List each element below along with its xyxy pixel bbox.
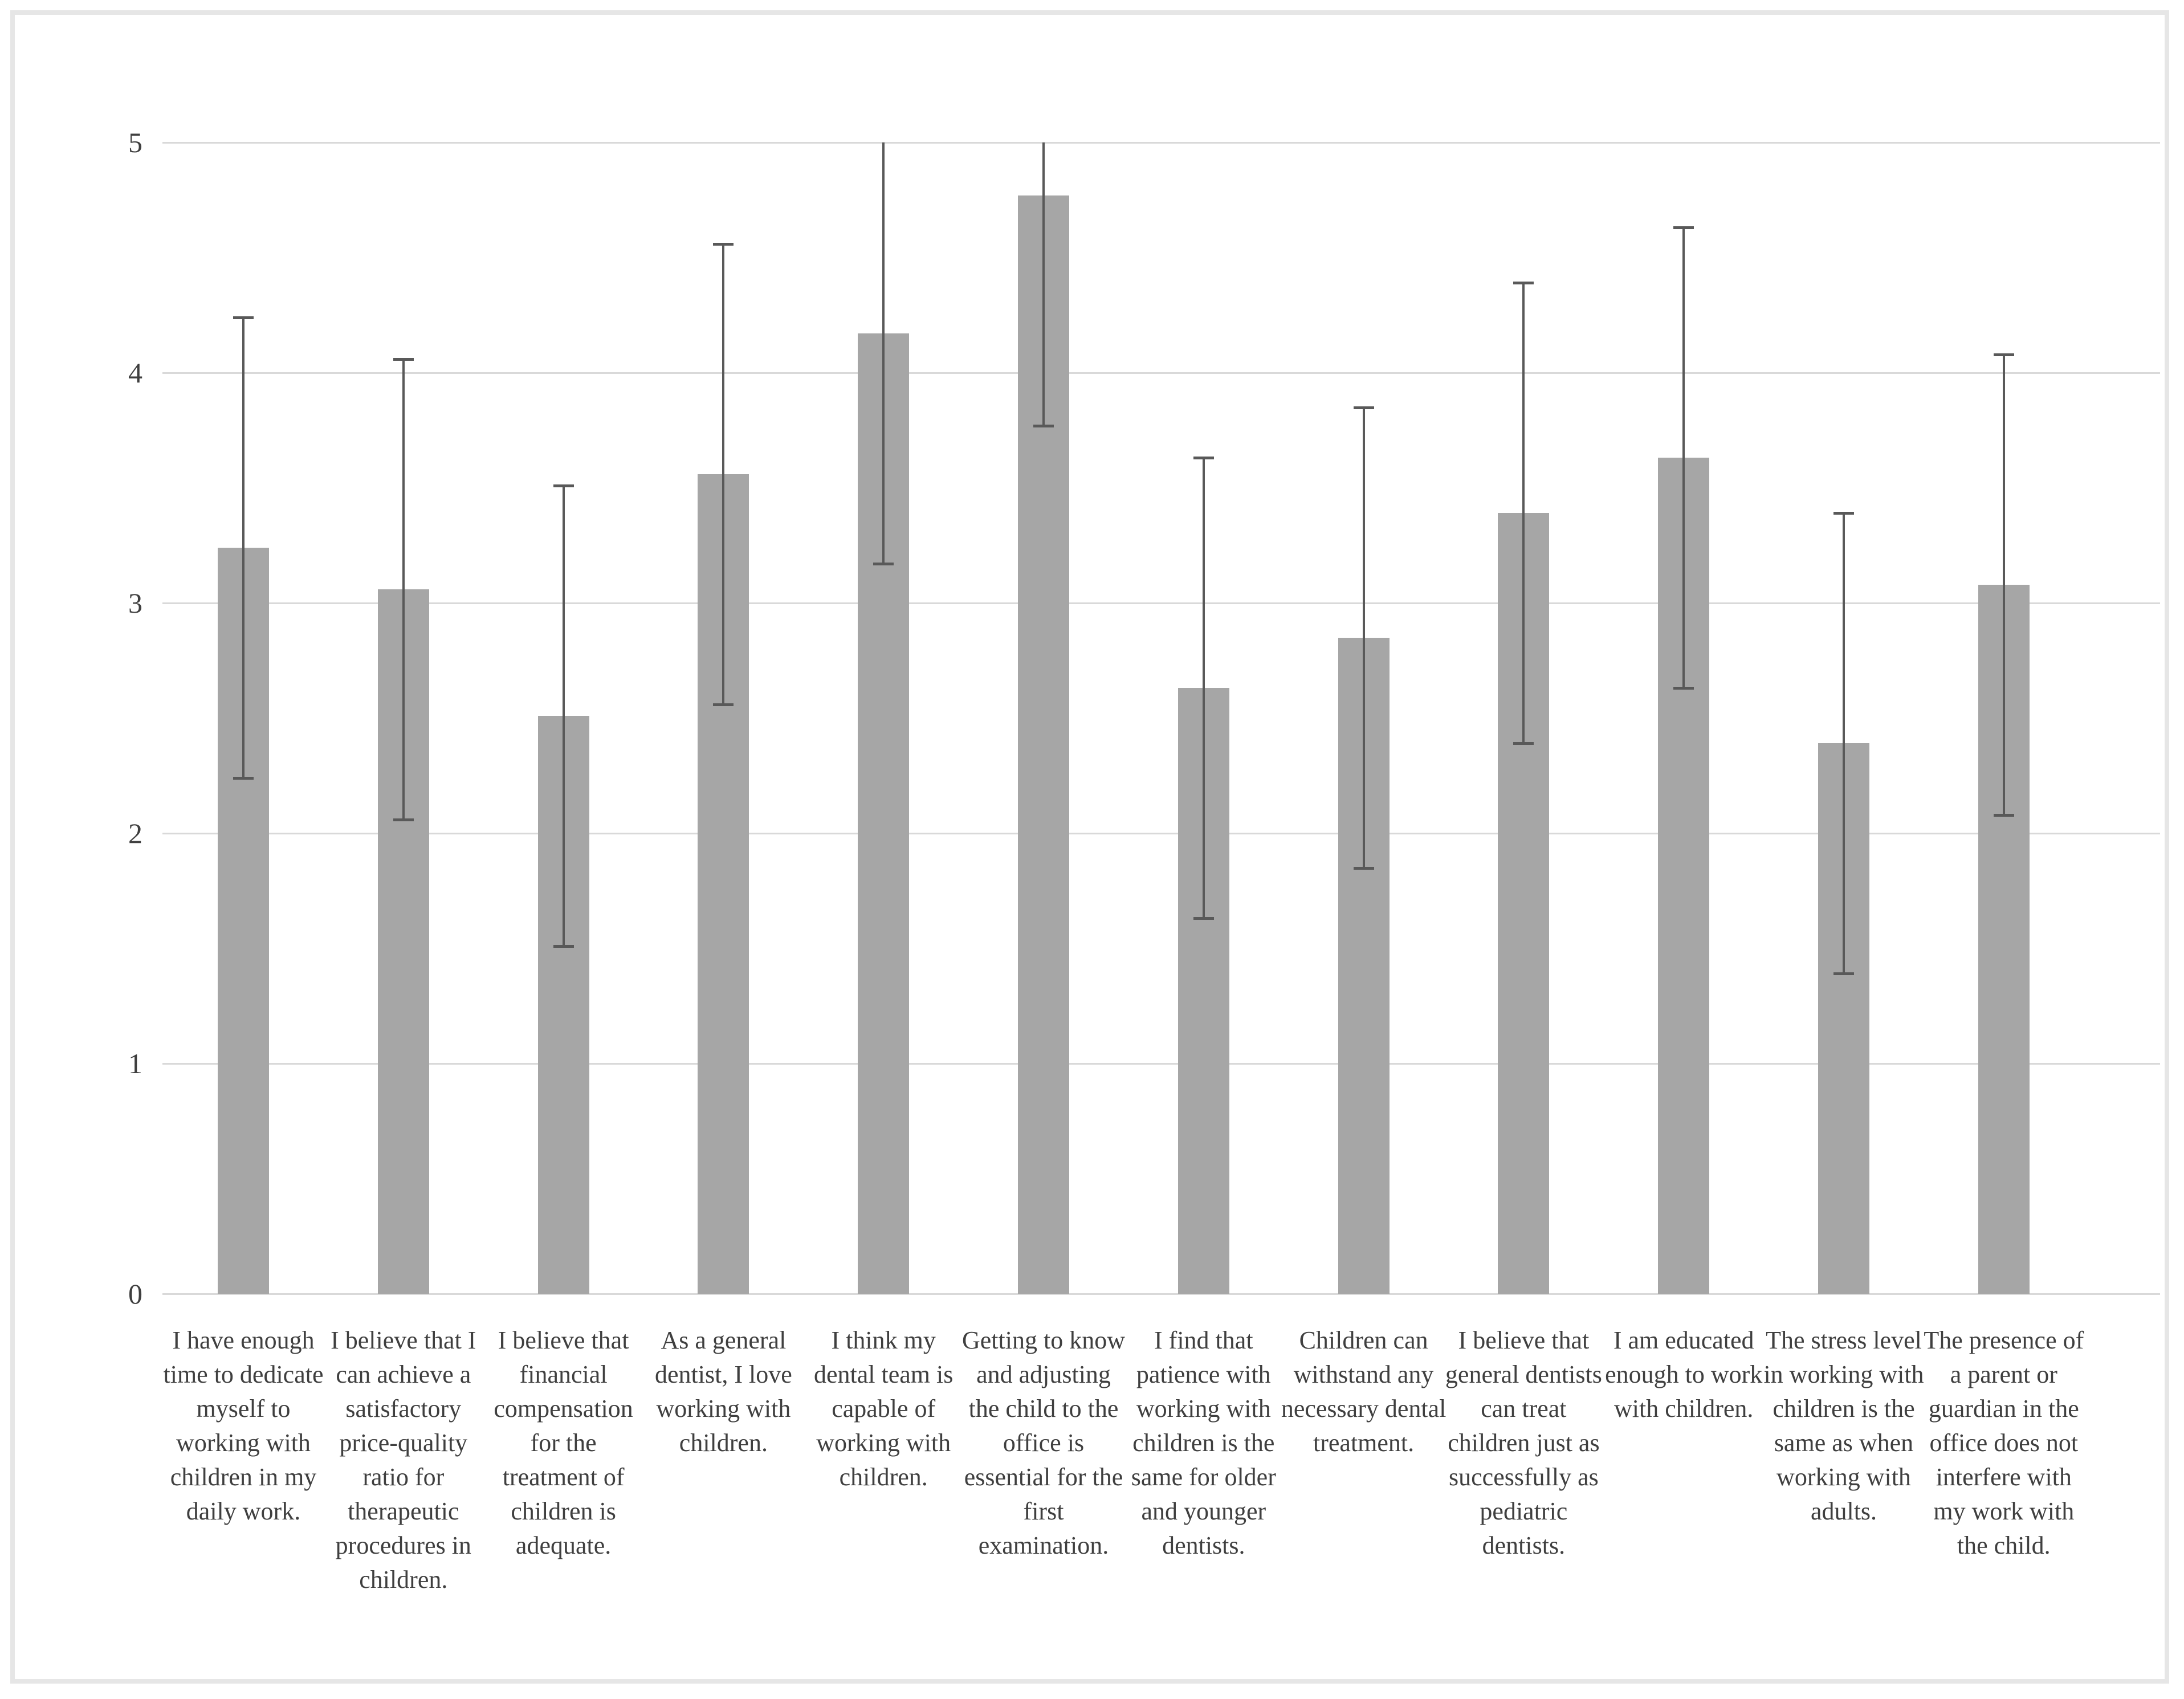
y-tick-label: 5 bbox=[128, 127, 142, 158]
error-bar-cap-top bbox=[1993, 353, 2014, 356]
x-category-label: I believe that general dentists can trea… bbox=[1445, 1326, 1602, 1559]
x-category-label: I believe that I can achieve a satisfact… bbox=[331, 1326, 476, 1594]
error-bar-line bbox=[402, 358, 405, 820]
x-category-label: I find that patience with working with c… bbox=[1131, 1326, 1276, 1559]
error-bar-line bbox=[1522, 283, 1525, 744]
error-bar-cap-bottom bbox=[1673, 687, 1694, 690]
gridline bbox=[162, 1062, 2160, 1065]
error-bar-line bbox=[242, 317, 245, 779]
error-bar-cap-bottom bbox=[1193, 917, 1214, 920]
x-category-label: I believe that financial compensation fo… bbox=[494, 1326, 633, 1559]
x-category-label: The presence of a parent or guardian in … bbox=[1924, 1326, 2084, 1559]
error-bar-cap-top bbox=[713, 242, 734, 246]
error-bar-cap-bottom bbox=[553, 944, 574, 948]
gridline bbox=[162, 141, 2160, 144]
error-bar-line bbox=[1843, 513, 1845, 974]
error-bar-cap-bottom bbox=[1993, 813, 2014, 817]
y-tick-label: 1 bbox=[128, 1048, 142, 1079]
y-tick-label: 4 bbox=[128, 357, 142, 389]
error-bar-cap-bottom bbox=[1353, 866, 1374, 870]
error-bar-cap-top bbox=[233, 316, 254, 320]
error-bar-line bbox=[562, 485, 565, 946]
error-bar-cap-bottom bbox=[1033, 424, 1054, 427]
x-category-label: Getting to know and adjusting the child … bbox=[962, 1326, 1125, 1559]
error-bar-cap-bottom bbox=[1513, 742, 1534, 745]
error-bar-cap-bottom bbox=[713, 703, 734, 706]
gridline bbox=[162, 602, 2160, 604]
gridline bbox=[162, 832, 2160, 834]
error-bar-cap-top bbox=[1353, 406, 1374, 409]
error-bar-line bbox=[1042, 142, 1045, 426]
error-bar-line bbox=[882, 142, 885, 564]
error-bar-line bbox=[1202, 458, 1205, 919]
y-tick-label: 3 bbox=[128, 587, 142, 619]
x-category-label: The stress level in working with childre… bbox=[1763, 1326, 1924, 1525]
gridline bbox=[162, 1293, 2160, 1295]
x-category-label: I have enough time to dedicate myself to… bbox=[163, 1326, 324, 1525]
y-tick-label: 2 bbox=[128, 817, 142, 849]
error-bar-cap-top bbox=[1513, 282, 1534, 285]
error-bar-cap-bottom bbox=[873, 563, 894, 566]
x-category-label: I am educated enough to work with childr… bbox=[1605, 1326, 1763, 1423]
error-bar-line bbox=[2002, 354, 2005, 815]
error-bar-cap-bottom bbox=[1833, 972, 1854, 976]
error-bar-line bbox=[722, 243, 725, 704]
error-bar-cap-top bbox=[1193, 457, 1214, 460]
x-category-label: I think my dental team is capable of wor… bbox=[814, 1326, 954, 1491]
gridline bbox=[162, 372, 2160, 374]
error-bar-cap-top bbox=[393, 357, 414, 361]
error-bar-cap-top bbox=[1833, 512, 1854, 515]
y-tick-label: 0 bbox=[128, 1278, 142, 1310]
error-bar-line bbox=[1682, 227, 1685, 688]
error-bar-cap-bottom bbox=[233, 777, 254, 780]
error-bar-line bbox=[1362, 407, 1365, 868]
error-bar-cap-bottom bbox=[393, 818, 414, 821]
x-category-label: Children can withstand any necessary den… bbox=[1281, 1326, 1447, 1457]
error-bar-cap-top bbox=[553, 484, 574, 487]
x-category-label: As a general dentist, I love working wit… bbox=[655, 1326, 792, 1457]
error-bar-cap-top bbox=[1673, 226, 1694, 230]
